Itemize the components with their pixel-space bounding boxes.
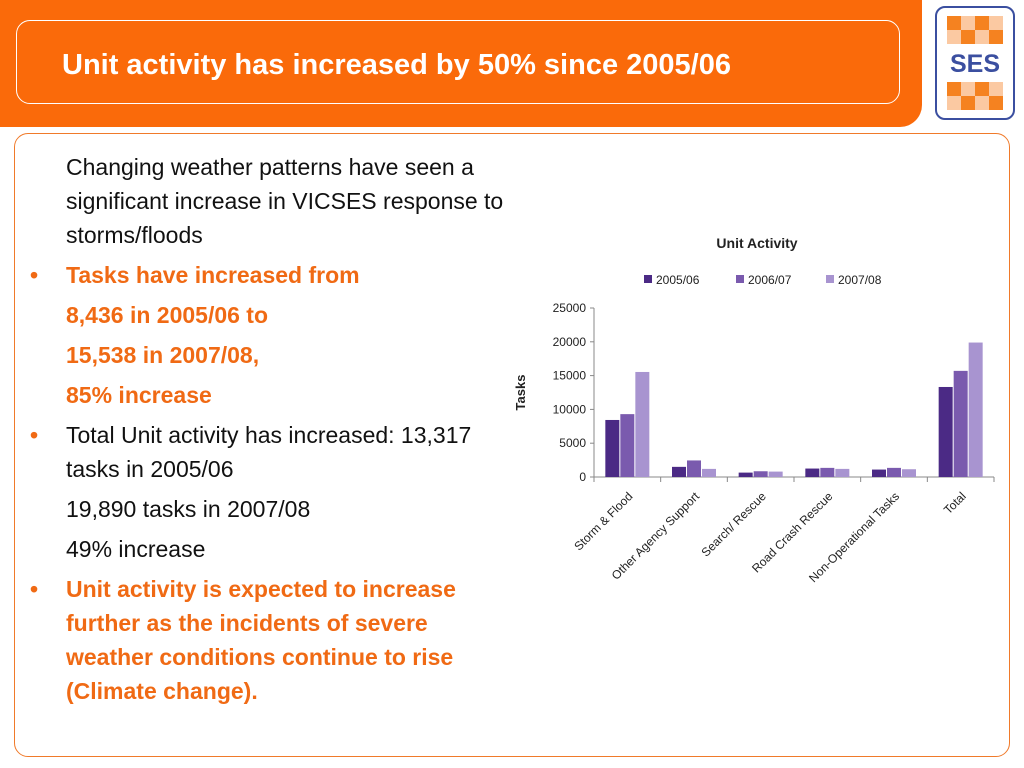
content-frame	[14, 133, 1010, 757]
body-text: Changing weather patterns have seen a si…	[30, 150, 515, 708]
bullet-dot: •	[30, 262, 39, 288]
bullet-tasks: • Tasks have increased from 8,436 in 200…	[30, 258, 515, 412]
bullet-dot: •	[30, 576, 39, 602]
x-category-label: Search/ Rescue	[699, 489, 770, 560]
legend-label: 2005/06	[656, 273, 700, 287]
bar	[620, 414, 635, 477]
y-tick-label: 20000	[553, 335, 587, 349]
logo-text: SES	[950, 50, 1000, 78]
y-tick-label: 10000	[553, 402, 587, 416]
bullet-dot: •	[30, 422, 39, 448]
bar	[753, 471, 768, 477]
bar	[887, 467, 901, 477]
y-axis-label: Tasks	[513, 375, 528, 411]
bar	[635, 371, 650, 477]
bar	[738, 472, 753, 477]
checker-bottom	[947, 82, 1003, 110]
checker-top	[947, 16, 1003, 44]
legend-swatch	[826, 275, 834, 283]
y-tick-label: 0	[579, 470, 586, 484]
unit-activity-chart: Unit Activity 2005/06 2006/07 2007/08 Tasks 0…	[513, 235, 995, 585]
bullet-total-line3: 49% increase	[66, 536, 206, 562]
bullet-total-line1: Total Unit activity has increased: 13,31…	[66, 422, 472, 482]
bullet-outlook: • Unit activity is expected to increase …	[30, 572, 515, 708]
bar	[968, 342, 983, 477]
bar	[687, 460, 701, 477]
title-banner	[0, 0, 922, 127]
bar	[902, 469, 916, 477]
bullet-tasks-line3: 15,538 in 2007/08,	[66, 342, 260, 368]
legend-swatch	[644, 275, 652, 283]
y-tick-label: 15000	[553, 369, 587, 383]
bullet-total: • Total Unit activity has increased: 13,…	[30, 418, 515, 566]
bar	[605, 419, 620, 477]
bullet-tasks-line1: Tasks have increased from	[66, 262, 360, 288]
bar	[702, 468, 716, 477]
bar	[805, 468, 820, 477]
legend-label: 2006/07	[748, 273, 792, 287]
ses-logo: SES	[935, 6, 1015, 120]
bar	[835, 468, 850, 477]
intro-paragraph: Changing weather patterns have seen a si…	[66, 154, 504, 248]
y-tick-label: 5000	[559, 436, 586, 450]
bar	[872, 469, 886, 477]
bullet-outlook-text: Unit activity is expected to increase fu…	[66, 576, 456, 704]
x-category-label: Total	[941, 489, 969, 517]
bullet-tasks-line2: 8,436 in 2005/06 to	[66, 302, 269, 328]
title-frame	[16, 20, 900, 104]
bar	[768, 471, 783, 477]
legend-swatch	[736, 275, 744, 283]
bar	[938, 386, 953, 477]
slide-title: Unit activity has increased by 50% since…	[62, 49, 731, 81]
bar	[953, 370, 968, 477]
chart-title: Unit Activity	[716, 235, 797, 251]
y-tick-label: 25000	[553, 301, 587, 315]
bar	[820, 467, 835, 477]
bullet-tasks-line4: 85% increase	[66, 382, 212, 408]
x-category-label: Storm & Flood	[571, 489, 635, 553]
legend-label: 2007/08	[838, 273, 882, 287]
bar	[672, 466, 686, 477]
bullet-total-line2: 19,890 tasks in 2007/08	[66, 496, 311, 522]
